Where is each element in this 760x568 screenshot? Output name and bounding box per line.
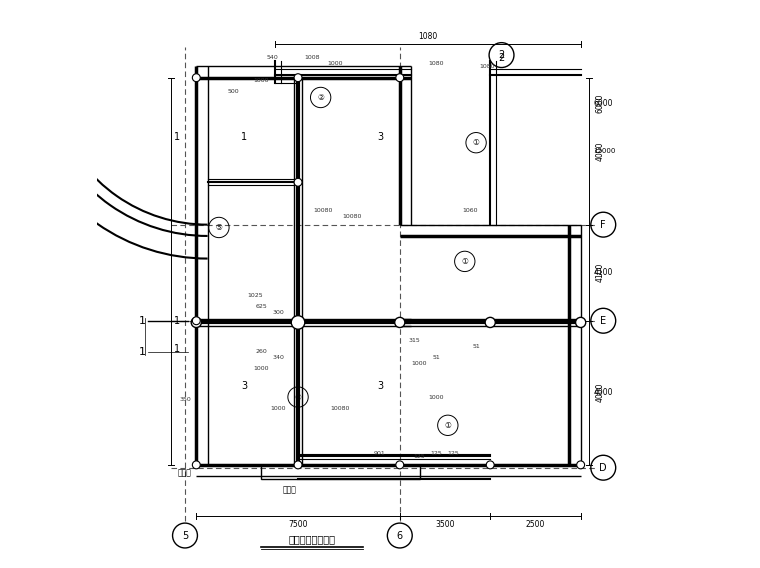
- Circle shape: [192, 74, 200, 82]
- Text: 3: 3: [377, 132, 383, 142]
- Text: 350: 350: [179, 398, 191, 402]
- Circle shape: [396, 74, 404, 82]
- Text: ③: ③: [295, 392, 302, 402]
- Text: 1025: 1025: [248, 293, 264, 298]
- Text: ①: ①: [473, 138, 480, 147]
- Text: 3: 3: [241, 381, 248, 391]
- Text: 1060: 1060: [463, 208, 478, 213]
- Text: ②: ②: [317, 93, 324, 102]
- Text: 10080: 10080: [314, 208, 333, 213]
- Circle shape: [291, 316, 305, 329]
- Text: 500: 500: [227, 89, 239, 94]
- Circle shape: [577, 461, 584, 469]
- Text: 1080: 1080: [419, 32, 438, 41]
- Text: 4000: 4000: [596, 383, 605, 402]
- Text: 6000: 6000: [596, 93, 605, 113]
- Text: 125: 125: [413, 454, 426, 459]
- Text: 6000: 6000: [594, 99, 613, 107]
- Text: ⑤: ⑤: [216, 223, 223, 232]
- Text: D: D: [600, 463, 607, 473]
- Text: 水池顶棚结构平面: 水池顶棚结构平面: [289, 534, 336, 544]
- Circle shape: [294, 461, 302, 469]
- Text: 125: 125: [448, 451, 459, 456]
- Text: 4100: 4100: [594, 268, 613, 277]
- Text: 1: 1: [173, 344, 179, 354]
- Text: 1000: 1000: [412, 361, 427, 366]
- Text: 125: 125: [431, 451, 442, 456]
- Text: 1: 1: [139, 316, 146, 325]
- Text: 51: 51: [432, 355, 440, 360]
- Text: 12000: 12000: [594, 148, 616, 154]
- Text: 1: 1: [173, 132, 179, 142]
- Text: 1000: 1000: [254, 78, 269, 83]
- Text: 625: 625: [255, 304, 268, 309]
- Text: 10080: 10080: [331, 406, 350, 411]
- Text: 4000: 4000: [594, 388, 613, 397]
- Text: 1008: 1008: [305, 56, 320, 60]
- Circle shape: [294, 178, 302, 186]
- Text: 315: 315: [408, 338, 420, 343]
- Text: 51: 51: [472, 344, 480, 349]
- Circle shape: [192, 318, 201, 328]
- Text: 1080: 1080: [480, 64, 496, 69]
- Text: 4000: 4000: [596, 141, 605, 161]
- Text: E: E: [600, 316, 606, 325]
- Circle shape: [192, 461, 200, 469]
- Text: 300: 300: [272, 310, 284, 315]
- Text: 2: 2: [499, 53, 505, 63]
- Text: 5: 5: [182, 531, 188, 541]
- Text: 7500: 7500: [288, 520, 308, 529]
- Text: 1000: 1000: [254, 366, 269, 371]
- Text: 340: 340: [272, 355, 284, 360]
- Text: 梯空墙: 梯空墙: [283, 486, 296, 495]
- Circle shape: [485, 318, 496, 328]
- Text: 3: 3: [377, 381, 383, 391]
- Text: 4100: 4100: [596, 263, 605, 282]
- Text: 3500: 3500: [435, 520, 454, 529]
- Text: 1: 1: [139, 347, 146, 357]
- Circle shape: [394, 318, 405, 328]
- Text: 2: 2: [499, 50, 505, 60]
- Text: 梯空墙: 梯空墙: [178, 469, 192, 478]
- Text: 1000: 1000: [429, 395, 445, 399]
- Text: 10080: 10080: [342, 214, 362, 219]
- Text: 1000: 1000: [327, 61, 343, 66]
- Text: 540: 540: [267, 56, 278, 60]
- Circle shape: [294, 74, 302, 82]
- Text: ①: ①: [461, 257, 468, 266]
- Text: 901: 901: [374, 451, 386, 456]
- Circle shape: [486, 461, 494, 469]
- Text: 1: 1: [173, 316, 179, 325]
- Circle shape: [575, 318, 586, 328]
- Text: 1: 1: [241, 132, 248, 142]
- Text: 2500: 2500: [526, 520, 545, 529]
- Text: ①: ①: [445, 421, 451, 430]
- Bar: [261, 465, 420, 479]
- Circle shape: [192, 317, 200, 325]
- Text: 1080: 1080: [429, 61, 445, 66]
- Text: 1000: 1000: [271, 406, 286, 411]
- Text: F: F: [600, 220, 606, 229]
- Text: 6: 6: [397, 531, 403, 541]
- Circle shape: [396, 461, 404, 469]
- Text: 260: 260: [255, 349, 268, 354]
